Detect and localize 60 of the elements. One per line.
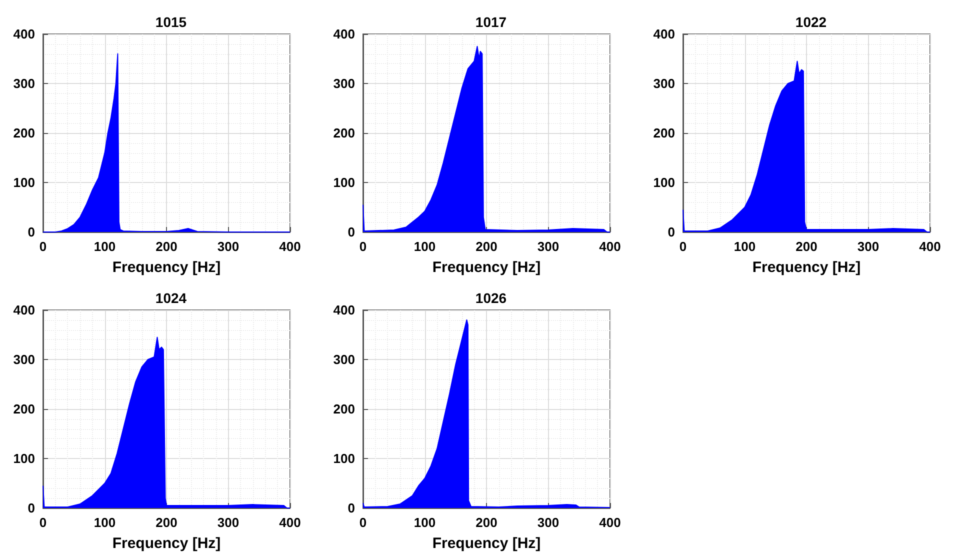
x-tick-label: 300	[537, 515, 560, 530]
y-tick-label: 0	[668, 224, 675, 240]
chart-title: 1017	[475, 14, 507, 30]
y-tick-label: 0	[28, 500, 35, 516]
x-tick-label: 100	[94, 515, 116, 530]
y-tick-label: 200	[333, 126, 355, 140]
y-tick-label: 100	[333, 451, 355, 466]
y-tick-label: 100	[13, 175, 35, 190]
x-tick-label: 100	[94, 239, 116, 254]
y-tick-label: 400	[653, 26, 675, 42]
x-tick-label: 0	[359, 239, 367, 254]
x-axis-title: Frequency [Hz]	[432, 259, 541, 276]
x-tick-label: 300	[217, 239, 240, 254]
x-tick-label: 400	[279, 239, 301, 254]
x-tick-label: 0	[679, 239, 687, 254]
y-tick-label: 300	[333, 352, 355, 367]
y-tick-label: 0	[28, 224, 35, 240]
x-tick-label: 200	[156, 239, 178, 254]
x-tick-label: 200	[476, 515, 498, 530]
chart-title: 1026	[475, 290, 507, 306]
chart-title: 1022	[795, 14, 827, 30]
x-tick-label: 300	[857, 239, 880, 254]
y-tick-label: 200	[13, 126, 35, 140]
x-tick-label: 400	[599, 239, 621, 254]
y-tick-label: 400	[333, 302, 355, 318]
x-axis-title: Frequency [Hz]	[752, 259, 861, 276]
chart-title: 1015	[155, 14, 187, 30]
y-tick-label: 100	[13, 451, 35, 466]
x-tick-label: 0	[39, 515, 47, 530]
x-tick-label: 0	[39, 239, 47, 254]
x-tick-label: 100	[414, 515, 436, 530]
y-tick-label: 400	[13, 302, 35, 318]
y-tick-label: 300	[333, 76, 355, 91]
y-tick-label: 400	[333, 26, 355, 42]
x-tick-label: 100	[734, 239, 756, 254]
y-tick-label: 200	[653, 126, 675, 140]
y-tick-label: 100	[333, 175, 355, 190]
x-tick-label: 0	[359, 515, 367, 530]
y-tick-label: 300	[653, 76, 675, 91]
x-tick-label: 300	[217, 515, 240, 530]
x-tick-label: 200	[156, 515, 178, 530]
y-tick-label: 200	[333, 402, 355, 416]
x-tick-label: 400	[599, 515, 621, 530]
y-tick-label: 300	[13, 352, 35, 367]
x-axis-title: Frequency [Hz]	[112, 259, 221, 276]
x-tick-label: 400	[279, 515, 301, 530]
x-axis-title: Frequency [Hz]	[112, 535, 221, 552]
y-tick-label: 100	[653, 175, 675, 190]
x-tick-label: 200	[476, 239, 498, 254]
x-tick-label: 300	[537, 239, 560, 254]
x-axis-title: Frequency [Hz]	[432, 535, 541, 552]
y-tick-label: 0	[348, 224, 355, 240]
x-tick-label: 400	[919, 239, 941, 254]
y-tick-label: 400	[13, 26, 35, 42]
x-tick-label: 100	[414, 239, 436, 254]
chart-title: 1024	[155, 290, 187, 306]
x-tick-label: 200	[796, 239, 818, 254]
y-tick-label: 300	[13, 76, 35, 91]
y-tick-label: 200	[13, 402, 35, 416]
y-tick-label: 0	[348, 500, 355, 516]
